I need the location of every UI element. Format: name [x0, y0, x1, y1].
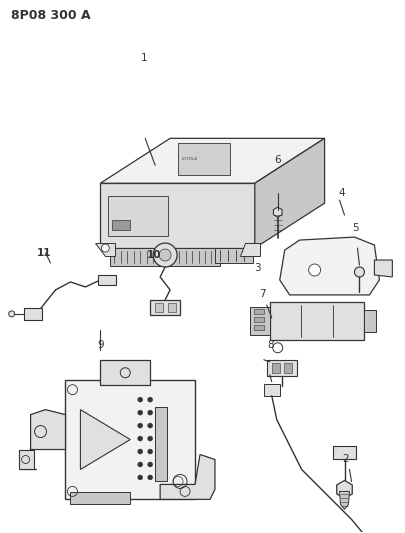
- Bar: [254, 325, 264, 330]
- Polygon shape: [250, 307, 270, 335]
- Text: LOYOLA: LOYOLA: [182, 157, 198, 161]
- Circle shape: [148, 475, 153, 480]
- Circle shape: [159, 249, 171, 261]
- Polygon shape: [100, 183, 255, 248]
- Text: 7: 7: [259, 289, 266, 299]
- Text: 11: 11: [37, 248, 51, 258]
- Circle shape: [309, 264, 321, 276]
- Polygon shape: [374, 260, 392, 277]
- Circle shape: [148, 449, 153, 454]
- Polygon shape: [31, 410, 66, 449]
- Bar: [155, 407, 167, 481]
- Circle shape: [9, 311, 15, 317]
- Bar: [155, 303, 163, 312]
- Bar: [267, 360, 297, 376]
- Circle shape: [138, 475, 143, 480]
- Polygon shape: [240, 243, 260, 256]
- Polygon shape: [100, 139, 324, 183]
- Polygon shape: [178, 143, 230, 175]
- Bar: [98, 275, 116, 285]
- Bar: [272, 363, 280, 373]
- Polygon shape: [339, 491, 350, 510]
- Polygon shape: [280, 237, 379, 295]
- Bar: [100, 360, 150, 385]
- Circle shape: [101, 244, 109, 252]
- Bar: [364, 310, 376, 332]
- Circle shape: [148, 436, 153, 441]
- Bar: [254, 317, 264, 322]
- Bar: [333, 446, 356, 459]
- Circle shape: [138, 449, 143, 454]
- Bar: [70, 492, 130, 504]
- Text: 8: 8: [267, 340, 274, 350]
- Text: 6: 6: [274, 155, 281, 165]
- Bar: [168, 303, 176, 312]
- Text: 5: 5: [353, 223, 359, 233]
- Circle shape: [148, 462, 153, 467]
- Polygon shape: [81, 410, 130, 470]
- Bar: [254, 309, 264, 314]
- Bar: [284, 363, 292, 373]
- Bar: [112, 220, 130, 230]
- Circle shape: [138, 436, 143, 441]
- Text: 1: 1: [141, 53, 147, 63]
- Text: 9: 9: [98, 340, 104, 350]
- Bar: [108, 196, 168, 236]
- Bar: [150, 300, 180, 315]
- Circle shape: [354, 267, 364, 277]
- Polygon shape: [255, 139, 324, 248]
- Bar: [23, 308, 42, 320]
- Circle shape: [148, 410, 153, 415]
- Circle shape: [148, 423, 153, 428]
- Circle shape: [138, 462, 143, 467]
- Bar: [66, 379, 195, 499]
- Text: 3: 3: [254, 263, 260, 272]
- Circle shape: [138, 410, 143, 415]
- Bar: [215, 248, 253, 263]
- Bar: [19, 449, 34, 470]
- Text: 8P08 300 A: 8P08 300 A: [11, 9, 90, 22]
- Bar: [270, 302, 364, 340]
- Polygon shape: [160, 455, 215, 499]
- Text: 2: 2: [343, 454, 349, 464]
- Text: 4: 4: [339, 188, 345, 198]
- Text: 10: 10: [147, 250, 161, 260]
- Circle shape: [148, 397, 153, 402]
- Circle shape: [153, 243, 177, 267]
- Polygon shape: [95, 243, 115, 256]
- Polygon shape: [273, 207, 282, 217]
- Circle shape: [138, 397, 143, 402]
- Bar: [264, 384, 280, 395]
- Bar: [110, 248, 220, 266]
- Circle shape: [138, 423, 143, 428]
- Polygon shape: [337, 480, 352, 498]
